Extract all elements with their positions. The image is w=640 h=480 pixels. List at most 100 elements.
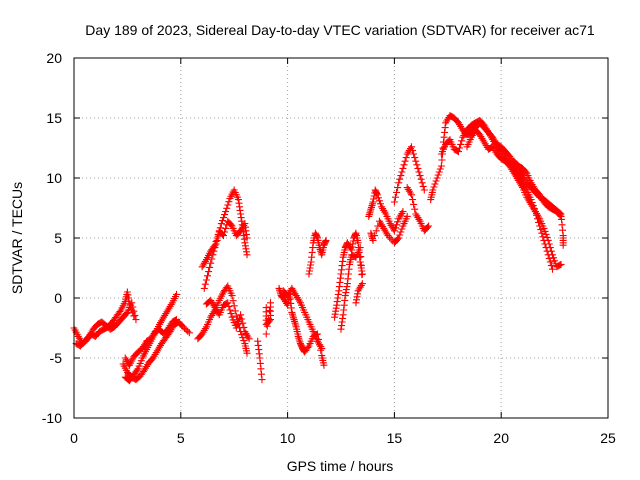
series-seg16 bbox=[365, 186, 407, 235]
series-seg18 bbox=[390, 143, 433, 235]
data-point bbox=[418, 179, 426, 187]
series-seg11 bbox=[275, 284, 328, 369]
axis-ticks bbox=[73, 57, 609, 419]
data-point bbox=[556, 211, 564, 219]
data-point bbox=[116, 308, 124, 315]
data-point bbox=[557, 260, 565, 268]
data-point bbox=[413, 161, 421, 169]
grid-lines bbox=[74, 58, 608, 418]
data-point bbox=[391, 224, 399, 232]
data-point bbox=[173, 316, 181, 324]
data-point bbox=[403, 212, 411, 220]
x-tick-label: 0 bbox=[70, 430, 78, 446]
data-point bbox=[394, 184, 402, 192]
data-point bbox=[396, 231, 404, 239]
data-point bbox=[208, 255, 216, 263]
data-point bbox=[407, 191, 415, 199]
data-point bbox=[399, 164, 407, 172]
data-point bbox=[220, 214, 228, 222]
data-point bbox=[237, 311, 245, 319]
data-point bbox=[264, 314, 272, 322]
data-point bbox=[245, 335, 253, 343]
data-point bbox=[179, 323, 187, 331]
data-point bbox=[227, 221, 235, 229]
series-seg17 bbox=[367, 212, 411, 247]
data-point bbox=[419, 182, 427, 190]
x-tick-label: 15 bbox=[387, 430, 403, 446]
data-point bbox=[243, 349, 251, 357]
data-point bbox=[205, 268, 213, 276]
data-point bbox=[456, 144, 464, 152]
data-point bbox=[243, 251, 251, 259]
data-point bbox=[356, 244, 364, 252]
tick-labels: 0 5 10 15 20 25 -10 -5 0 5 10 15 20 bbox=[42, 50, 616, 446]
x-axis-label: GPS time / hours bbox=[287, 458, 394, 474]
data-point bbox=[206, 263, 214, 271]
data-point bbox=[212, 238, 220, 246]
data-point bbox=[224, 201, 232, 209]
data-point bbox=[207, 259, 215, 267]
data-point bbox=[263, 322, 271, 330]
data-point bbox=[173, 290, 181, 298]
data-point bbox=[184, 327, 192, 335]
data-point bbox=[438, 156, 446, 164]
data-point bbox=[390, 198, 398, 206]
series-seg10 bbox=[254, 299, 275, 384]
data-point bbox=[240, 323, 248, 331]
data-point bbox=[238, 331, 246, 339]
data-point bbox=[377, 200, 385, 208]
data-point bbox=[537, 226, 545, 234]
data-point bbox=[200, 284, 208, 292]
data-point bbox=[431, 180, 439, 188]
data-point bbox=[357, 253, 365, 261]
data-point bbox=[185, 329, 193, 337]
data-point bbox=[400, 161, 408, 169]
data-point bbox=[318, 344, 326, 352]
data-point bbox=[374, 194, 382, 202]
data-point bbox=[231, 307, 239, 315]
data-point bbox=[414, 164, 422, 172]
series-seg5 bbox=[121, 316, 181, 369]
y-tick-label: -10 bbox=[42, 410, 62, 426]
data-point bbox=[407, 143, 415, 151]
series-seg1 bbox=[70, 288, 138, 348]
data-points bbox=[70, 112, 567, 385]
data-point bbox=[223, 204, 231, 212]
data-point bbox=[556, 261, 564, 269]
x-tick-label: 20 bbox=[493, 430, 509, 446]
data-point bbox=[548, 251, 556, 259]
data-point bbox=[402, 154, 410, 162]
series-seg15 bbox=[337, 244, 366, 333]
data-point bbox=[204, 272, 211, 280]
data-point bbox=[437, 162, 445, 170]
data-point bbox=[394, 235, 402, 243]
x-tick-label: 5 bbox=[177, 430, 185, 446]
data-point bbox=[181, 324, 189, 332]
data-point bbox=[395, 234, 403, 242]
data-point bbox=[357, 262, 365, 270]
data-point bbox=[434, 171, 442, 179]
data-point bbox=[541, 227, 549, 235]
data-point bbox=[540, 224, 548, 232]
data-point bbox=[373, 191, 381, 199]
data-point bbox=[398, 225, 406, 233]
data-point bbox=[542, 230, 550, 238]
data-point bbox=[130, 307, 138, 315]
data-point bbox=[218, 217, 226, 225]
data-point bbox=[544, 236, 552, 244]
data-point bbox=[224, 299, 232, 307]
y-tick-label: 15 bbox=[46, 110, 62, 126]
series-seg7 bbox=[200, 186, 251, 292]
data-point bbox=[550, 254, 558, 262]
data-point bbox=[397, 172, 405, 180]
x-tick-label: 10 bbox=[280, 430, 296, 446]
data-point bbox=[133, 366, 141, 374]
data-point bbox=[201, 280, 209, 288]
data-point bbox=[522, 168, 530, 176]
data-point bbox=[243, 234, 251, 242]
data-point bbox=[458, 137, 466, 145]
data-point bbox=[375, 197, 383, 205]
series-seg8 bbox=[198, 217, 251, 271]
data-point bbox=[409, 196, 417, 204]
data-point bbox=[225, 198, 233, 206]
